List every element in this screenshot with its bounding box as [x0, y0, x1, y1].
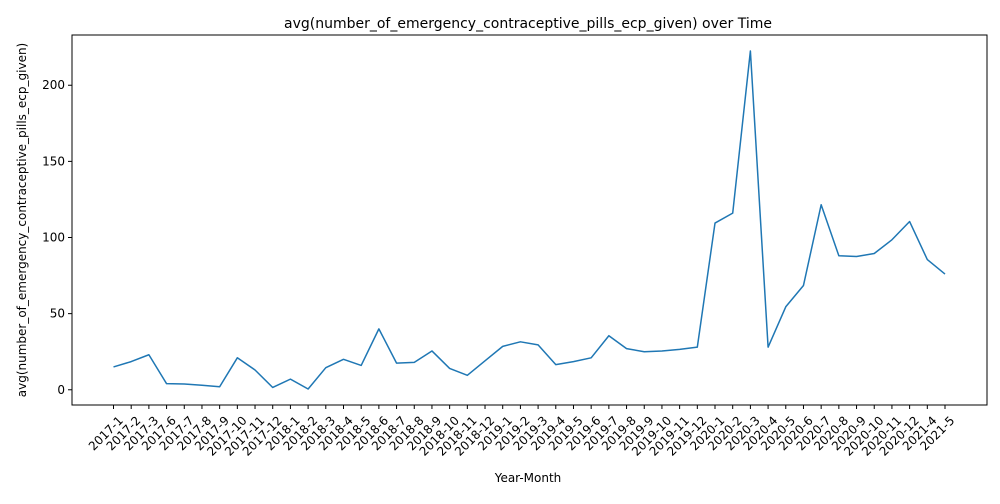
series-line [114, 51, 946, 389]
plot-area [72, 35, 987, 405]
y-tick-label: 50 [50, 307, 65, 321]
y-tick-label: 0 [57, 383, 65, 397]
chart-title: avg(number_of_emergency_contraceptive_pi… [284, 16, 772, 32]
y-tick-label: 100 [42, 231, 65, 245]
y-axis: 0 50 100 150 200 [42, 78, 72, 397]
y-axis-label: avg(number_of_emergency_contraceptive_pi… [15, 43, 29, 398]
y-tick-label: 150 [42, 154, 65, 168]
data-points [113, 51, 945, 389]
y-tick-label: 200 [42, 78, 65, 92]
x-axis-label: Year-Month [494, 471, 562, 485]
x-axis: 2017-12017-22017-32017-62017-72017-82017… [86, 405, 957, 459]
